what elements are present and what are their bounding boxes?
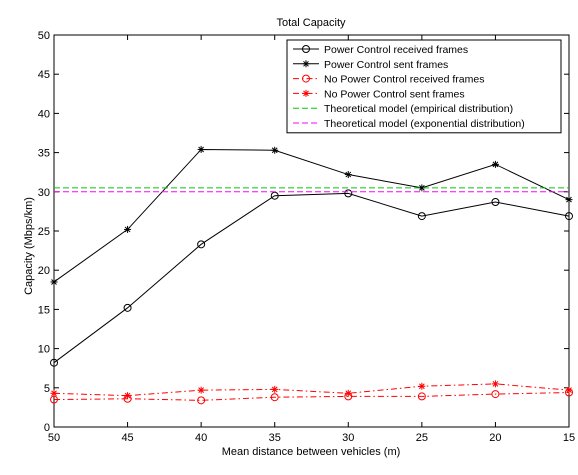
- legend-label: Theoretical model (exponential distribut…: [324, 118, 525, 130]
- chart-title: Total Capacity: [276, 17, 346, 29]
- star-stroke: [198, 387, 204, 394]
- legend-entry: Power Control sent frames: [293, 59, 448, 71]
- star-stroke: [345, 390, 352, 397]
- series-line: [53, 192, 570, 364]
- legend-box: [286, 39, 562, 134]
- data-point: [124, 225, 132, 233]
- data-point: [123, 303, 132, 312]
- star-stroke: [124, 392, 131, 399]
- series-3: [50, 388, 573, 405]
- data-point: [417, 212, 426, 221]
- data-point: [197, 240, 206, 249]
- legend-label: Power Control sent frames: [324, 59, 448, 71]
- x-axis-label: Mean distance between vehicles (m): [222, 446, 401, 458]
- legend: Power Control received frames Power Contr…: [286, 39, 562, 134]
- data-point: [197, 386, 205, 394]
- x-tick-label: 20: [489, 432, 501, 444]
- x-tick-label: 50: [48, 432, 60, 444]
- y-tick-label: 0: [44, 422, 50, 434]
- data-point: [197, 145, 205, 153]
- axis-ticks: 50 45 40 35 30 25 20 15 0 5 10 15 20 25 30 35 40 45 50: [38, 30, 575, 444]
- star-stroke: [51, 390, 57, 397]
- data-point: [344, 189, 353, 198]
- data-point: [271, 385, 279, 393]
- star-stroke: [566, 196, 572, 203]
- data-point: [50, 358, 58, 367]
- data-point: [491, 197, 500, 206]
- legend-entry: Theoretical model (empirical distributio…: [293, 103, 513, 115]
- star-stroke: [566, 387, 572, 394]
- y-tick-label: 15: [38, 304, 50, 316]
- data-point: [565, 386, 573, 394]
- star-stroke: [271, 386, 278, 393]
- data-point: [124, 392, 132, 400]
- series-2: [50, 145, 573, 286]
- data-point: [565, 196, 573, 204]
- series-1: [50, 189, 573, 367]
- y-tick-label: 5: [44, 383, 50, 395]
- y-tick-label: 50: [38, 30, 50, 42]
- legend-marker: [302, 89, 310, 97]
- series-4: [50, 380, 573, 400]
- x-tick-label: 25: [416, 432, 428, 444]
- star-stroke: [51, 279, 57, 285]
- star-stroke: [271, 147, 278, 154]
- y-tick-label: 35: [38, 148, 50, 160]
- x-tick-label: 45: [121, 432, 133, 444]
- star-stroke: [492, 161, 499, 168]
- legend-entry: No Power Control sent frames: [293, 88, 465, 100]
- data-point: [565, 212, 573, 221]
- legend-marker: [302, 45, 310, 53]
- data-point: [50, 278, 58, 286]
- legend-entry: Power Control received frames: [293, 44, 468, 56]
- data-point: [491, 390, 500, 399]
- data-point: [344, 389, 352, 397]
- x-tick-label: 30: [342, 432, 354, 444]
- data-point: [491, 380, 499, 388]
- x-tick-label: 35: [269, 432, 281, 444]
- star-stroke: [198, 146, 204, 153]
- data-point: [418, 382, 426, 390]
- data-point: [417, 392, 426, 401]
- legend-label: No Power Control sent frames: [324, 88, 465, 100]
- series-line: [53, 392, 570, 401]
- y-tick-label: 30: [38, 187, 50, 199]
- legend-marker: [302, 74, 310, 83]
- data-point: [344, 171, 352, 179]
- star-stroke: [124, 226, 131, 233]
- star-stroke: [419, 185, 425, 191]
- y-tick-label: 25: [38, 226, 50, 238]
- series-layer: [50, 145, 573, 405]
- legend-entry: No Power Control received frames: [293, 74, 484, 86]
- legend-marker: [302, 60, 310, 68]
- y-tick-label: 40: [38, 108, 50, 120]
- y-tick-label: 10: [38, 344, 50, 356]
- x-tick-label: 40: [195, 432, 207, 444]
- data-point: [197, 396, 206, 405]
- data-point: [271, 146, 279, 154]
- star-stroke: [303, 60, 309, 67]
- x-tick-label: 15: [563, 432, 575, 444]
- legend-label: Power Control received frames: [324, 44, 468, 56]
- star-stroke: [492, 381, 499, 387]
- series-line: [53, 148, 570, 283]
- star-stroke: [345, 171, 352, 178]
- data-point: [491, 160, 499, 168]
- star-stroke: [419, 383, 425, 390]
- y-axis-label: Capacity (Mbps/km): [23, 197, 35, 295]
- legend-label: Theoretical model (empirical distributio…: [324, 103, 513, 115]
- series-line: [53, 383, 570, 397]
- data-point: [50, 389, 58, 397]
- data-point: [270, 393, 279, 402]
- y-tick-label: 45: [38, 69, 50, 81]
- y-tick-label: 20: [38, 265, 50, 277]
- legend-entry: Theoretical model (exponential distribut…: [293, 118, 525, 130]
- star-stroke: [303, 90, 309, 97]
- legend-label: No Power Control received frames: [324, 74, 484, 86]
